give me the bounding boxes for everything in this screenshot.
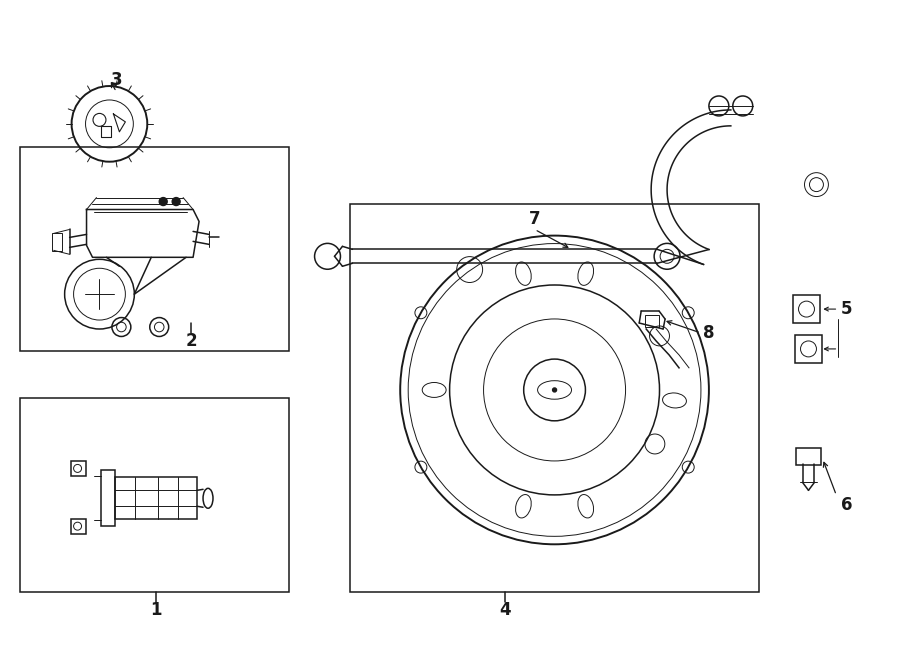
Text: 8: 8: [703, 324, 715, 342]
Circle shape: [172, 198, 180, 206]
Text: 1: 1: [150, 601, 162, 619]
Circle shape: [159, 198, 167, 206]
Text: 4: 4: [499, 601, 510, 619]
Bar: [20, 398, 289, 592]
Bar: [645, 315, 659, 327]
Bar: [102, 471, 115, 526]
Bar: [20, 147, 289, 351]
Text: 6: 6: [841, 496, 852, 514]
Bar: [51, 233, 61, 251]
Text: 3: 3: [111, 71, 122, 89]
Bar: [115, 477, 197, 519]
Bar: [350, 204, 759, 592]
Text: 7: 7: [529, 210, 541, 229]
Circle shape: [553, 388, 556, 392]
Text: 5: 5: [841, 300, 852, 318]
Text: 2: 2: [185, 332, 197, 350]
